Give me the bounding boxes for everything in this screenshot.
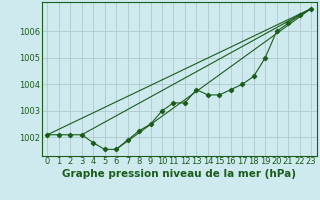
X-axis label: Graphe pression niveau de la mer (hPa): Graphe pression niveau de la mer (hPa) (62, 169, 296, 179)
